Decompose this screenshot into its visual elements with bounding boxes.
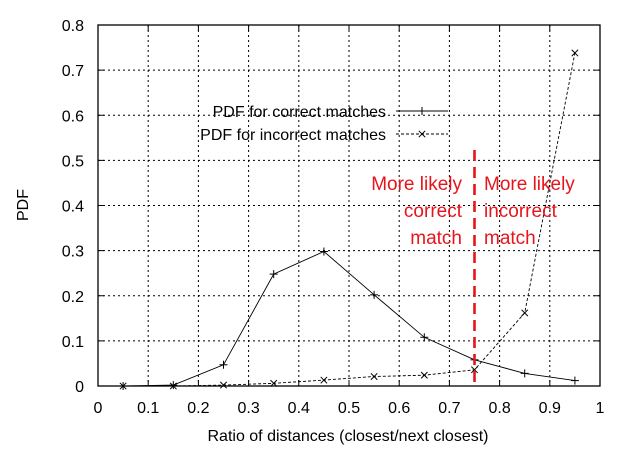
correct-matches-point [319,247,328,256]
y-tick-label: 0.4 [62,199,84,216]
incorrect-matches-point [370,372,378,381]
x-tick-label: 0.4 [288,400,310,417]
correct-matches-point [520,369,529,378]
x-tick-label: 0.1 [137,400,159,417]
legend: PDF for correct matches PDF for incorrect… [200,104,448,144]
grid [98,25,600,386]
x-tick-label: 1 [596,400,605,417]
y-tick-label: 0 [75,379,84,396]
marker-stroke [571,49,579,57]
legend-marker [418,130,426,138]
x-tick-label: 0.3 [237,400,259,417]
y-tick-label: 0.8 [62,18,84,35]
correct-matches-point [370,290,379,299]
correct-matches-point [570,376,579,385]
y-axis-label: PDF [15,189,32,221]
marker-stroke [420,371,428,379]
incorrect-matches-point [420,371,428,379]
x-tick-label: 0.2 [187,400,209,417]
x-tick-label: 0.8 [488,400,510,417]
incorrect-matches-point [521,309,529,317]
legend-label-incorrect: PDF for incorrect matches [200,127,386,144]
y-tick-label: 0.6 [62,108,84,125]
y-tick-label: 0.1 [62,334,84,351]
marker-stroke [370,372,378,381]
legend-marker [418,107,426,115]
correct-matches-line [123,250,575,387]
annotation-correct-line: More likely [371,174,462,195]
annotation-incorrect-line: incorrect [484,201,558,222]
correct-matches-point [420,333,429,342]
axis-ticks: 0 0.1 0.2 0.3 0.4 0.5 0.6 0.7 0.8 0.9 1 0 0.1 0.2 0.3 0… [62,18,605,417]
marker-stroke [219,381,228,389]
y-tick-label: 0.3 [62,244,84,261]
x-tick-label: 0.5 [338,400,360,417]
marker-stroke [418,130,426,138]
annotation-correct-line: correct [404,201,463,222]
correct-matches-point [219,360,228,369]
x-tick-label: 0.6 [388,400,410,417]
x-tick-label: 0 [94,400,103,417]
incorrect-matches-point [219,381,228,389]
legend-label-correct: PDF for correct matches [213,104,386,121]
threshold-annotation: More likely correct match More likely incorr… [371,150,575,386]
annotation-incorrect-line: More likely [484,174,575,195]
x-axis-label: Ratio of distances (closest/next closest… [207,428,488,445]
annotation-incorrect-line: match [484,228,536,249]
y-tick-label: 0.7 [62,63,84,80]
y-tick-label: 0.5 [62,153,84,170]
x-tick-label: 0.9 [539,400,561,417]
marker-stroke [470,366,479,374]
correct-matches-point [269,270,278,279]
marker-stroke [521,309,529,317]
incorrect-matches-point [470,366,479,374]
incorrect-matches-point [571,49,579,57]
plot-frame [97,24,601,387]
annotation-correct-line: match [410,228,462,249]
x-tick-label: 0.7 [438,400,460,417]
y-tick-label: 0.2 [62,289,84,306]
correct-matches-point [169,381,178,390]
incorrect-matches-point [320,376,328,384]
marker-stroke [320,376,328,384]
